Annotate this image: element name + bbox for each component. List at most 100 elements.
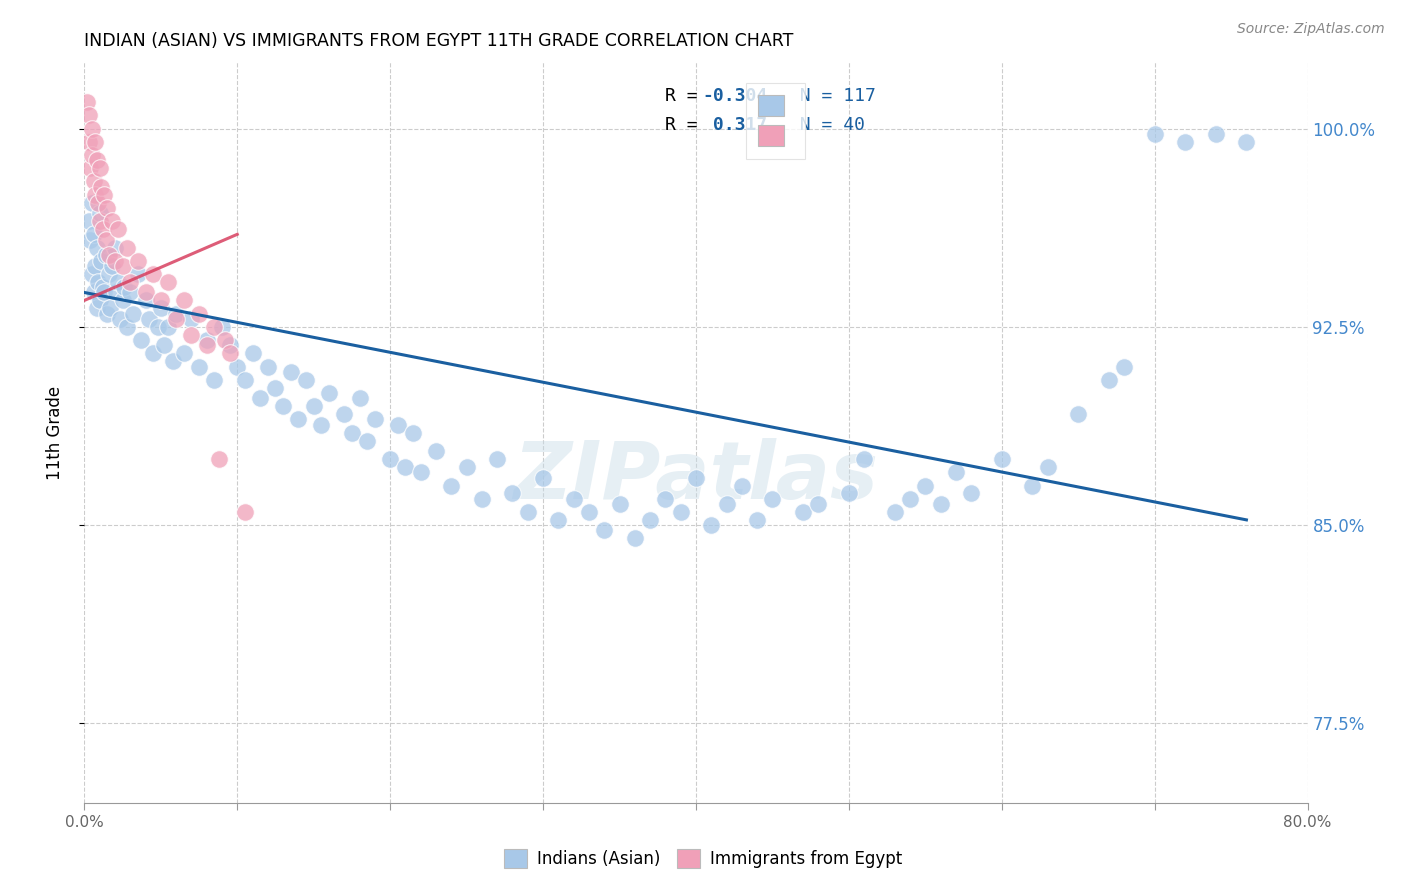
Text: INDIAN (ASIAN) VS IMMIGRANTS FROM EGYPT 11TH GRADE CORRELATION CHART: INDIAN (ASIAN) VS IMMIGRANTS FROM EGYPT … bbox=[84, 32, 794, 50]
Point bbox=[1067, 407, 1090, 421]
Point bbox=[115, 319, 138, 334]
Point bbox=[486, 452, 509, 467]
Point bbox=[188, 359, 211, 374]
Point bbox=[94, 233, 117, 247]
Point bbox=[138, 312, 160, 326]
Point bbox=[516, 505, 538, 519]
Point bbox=[387, 417, 409, 432]
Point bbox=[122, 307, 145, 321]
Point bbox=[93, 285, 115, 300]
Point bbox=[115, 240, 138, 254]
Point bbox=[747, 513, 769, 527]
Point bbox=[364, 412, 387, 426]
Point bbox=[149, 301, 172, 316]
Point bbox=[89, 293, 111, 308]
Point bbox=[340, 425, 363, 440]
Point bbox=[111, 259, 134, 273]
Point bbox=[83, 174, 105, 188]
Point bbox=[195, 338, 218, 352]
Point bbox=[87, 275, 110, 289]
Point bbox=[638, 513, 661, 527]
Point bbox=[249, 391, 271, 405]
Point bbox=[1114, 359, 1136, 374]
Point bbox=[97, 267, 120, 281]
Point bbox=[97, 248, 120, 262]
Point bbox=[280, 365, 302, 379]
Point bbox=[165, 307, 187, 321]
Point bbox=[107, 222, 129, 236]
Point bbox=[242, 346, 264, 360]
Point bbox=[838, 486, 860, 500]
Text: R =: R = bbox=[665, 87, 709, 104]
Point bbox=[295, 373, 318, 387]
Point bbox=[104, 240, 127, 254]
Point bbox=[89, 214, 111, 228]
Point bbox=[180, 327, 202, 342]
Point bbox=[593, 524, 616, 538]
Point bbox=[202, 373, 225, 387]
Point bbox=[86, 153, 108, 168]
Point bbox=[356, 434, 378, 448]
Point bbox=[700, 518, 723, 533]
Text: ZIPatlas: ZIPatlas bbox=[513, 438, 879, 516]
Point bbox=[80, 121, 103, 136]
Point bbox=[402, 425, 425, 440]
Point bbox=[165, 312, 187, 326]
Point bbox=[380, 452, 402, 467]
Point bbox=[960, 486, 983, 500]
Point bbox=[91, 280, 114, 294]
Point bbox=[87, 195, 110, 210]
Point bbox=[83, 285, 105, 300]
Point bbox=[578, 505, 600, 519]
Point bbox=[120, 275, 142, 289]
Point bbox=[89, 161, 111, 176]
Point bbox=[157, 275, 180, 289]
Point bbox=[188, 307, 211, 321]
Point bbox=[302, 399, 325, 413]
Point bbox=[162, 354, 184, 368]
Point bbox=[1143, 127, 1166, 141]
Point bbox=[86, 301, 108, 316]
Point bbox=[883, 505, 905, 519]
Point bbox=[257, 359, 280, 374]
Point bbox=[425, 444, 447, 458]
Point bbox=[914, 478, 936, 492]
Text: Source: ZipAtlas.com: Source: ZipAtlas.com bbox=[1237, 22, 1385, 37]
Point bbox=[146, 319, 169, 334]
Point bbox=[609, 497, 631, 511]
Point bbox=[716, 497, 738, 511]
Point bbox=[135, 293, 157, 308]
Text: R =: R = bbox=[665, 116, 709, 135]
Legend: Indians (Asian), Immigrants from Egypt: Indians (Asian), Immigrants from Egypt bbox=[496, 842, 910, 875]
Point bbox=[76, 95, 98, 109]
Point bbox=[929, 497, 952, 511]
Point bbox=[135, 285, 157, 300]
Text: N = 40: N = 40 bbox=[778, 116, 865, 135]
Point bbox=[1174, 135, 1197, 149]
Point bbox=[394, 460, 416, 475]
Point bbox=[80, 195, 103, 210]
Point bbox=[761, 491, 783, 506]
Point bbox=[218, 346, 240, 360]
Point bbox=[233, 373, 256, 387]
Point bbox=[96, 307, 118, 321]
Point bbox=[233, 505, 256, 519]
Point bbox=[349, 391, 371, 405]
Point bbox=[1205, 127, 1227, 141]
Point bbox=[547, 513, 569, 527]
Point bbox=[142, 346, 165, 360]
Point bbox=[456, 460, 478, 475]
Point bbox=[208, 452, 231, 467]
Point bbox=[90, 179, 112, 194]
Point bbox=[142, 267, 165, 281]
Text: -0.304: -0.304 bbox=[702, 87, 768, 104]
Point bbox=[91, 222, 114, 236]
Point bbox=[112, 280, 135, 294]
Point bbox=[80, 148, 103, 162]
Point bbox=[1036, 460, 1059, 475]
Point bbox=[333, 407, 356, 421]
Point bbox=[108, 312, 131, 326]
Point bbox=[792, 505, 814, 519]
Point bbox=[77, 135, 100, 149]
Point bbox=[89, 206, 111, 220]
